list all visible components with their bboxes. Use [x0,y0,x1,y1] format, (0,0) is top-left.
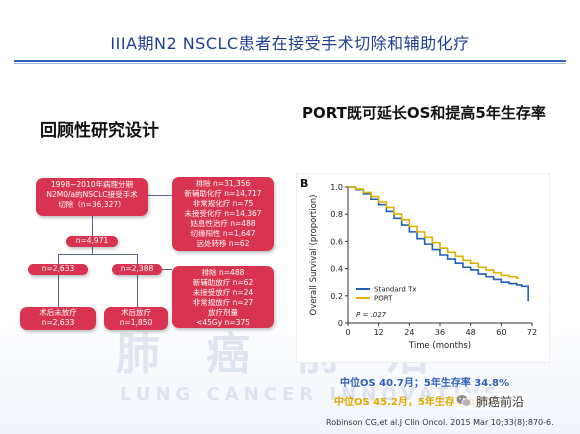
connector-right-excl [162,269,172,270]
flow-box-left-n: n=2,633 [28,264,88,275]
flow-box-cohort-line: 切除（n=36,327） [58,200,126,209]
flow-excl2-line: <45Gy n=375 [196,318,250,327]
flow-box-exclusion-1: 排除 n=31,356 新辅助化疗 n=14,717 非常规化疗 n=75 未接… [172,177,274,251]
flow-box-middle: n=4,971 [66,236,118,247]
survival-chart: B 0 0.2 0.4 0.6 0.8 1.0 0 12 24 36 48 60 72 Time (mont… [296,173,550,363]
brand-name: 肺癌前沿 [476,394,525,409]
x-tick-label: 12 [374,328,384,337]
flow-port-line: 术后放疗 [121,308,151,317]
y-tick-label: 0.8 [330,210,343,219]
citation: Robinson CG,et al.J Clin Oncol. 2015 Mar… [326,418,554,427]
connector-right-down [137,254,138,264]
flow-excl1-line: 排除 n=31,356 [195,179,251,188]
connector-left-bottom [58,275,59,307]
flow-box-cohort-line: 1998~2010年病理分期 [51,180,133,189]
flow-box-no-port: 术后未放疗 n=2,633 [20,307,96,330]
survival-chart-svg: B 0 0.2 0.4 0.6 0.8 1.0 0 12 24 36 48 60 72 Time (mont… [296,173,550,363]
x-tick-label: 60 [496,328,506,337]
connector-right-bottom [137,275,138,307]
title-rule [14,60,566,62]
series-standard-line [348,186,529,302]
title-rule-thin [14,63,566,64]
x-tick-label: 36 [435,328,445,337]
flow-excl1-line: 未接受化疗 n=14,367 [184,209,262,218]
connector-mid-down [92,246,93,255]
left-heading: 回顾性研究设计 [40,121,159,141]
flow-excl1-line: 姑息性治疗 n=488 [190,219,256,228]
flow-box-port: 术后放疗 n=1,850 [104,307,168,330]
flow-box-cohort: 1998~2010年病理分期 N2M0/a的NSCLC接受手术 切除（n=36,… [36,178,148,216]
flow-excl1-line: 非常规化疗 n=75 [192,199,254,208]
flow-excl2-line: 未接受放疗 n=24 [192,288,254,297]
x-tick-label: 48 [466,328,476,337]
flow-middle-label: n=4,971 [75,236,109,245]
wechat-icon [456,395,472,407]
brand-badge: 肺癌前沿 [454,393,527,409]
y-tick-label: 1.0 [330,183,343,192]
y-tick-label: 0.2 [330,292,343,301]
p-value: P = .027 [356,311,387,319]
chart-frame [296,173,550,363]
connector-top-down [92,214,93,236]
flow-no-port-line: 术后未放疗 [39,308,77,317]
connector-top-right [148,195,172,196]
os-standard-line: 中位OS 40.7月；5年生存率 34.8% [340,378,509,389]
watermark-english: LUNG CANCER INNOVATIVE [120,384,502,405]
flow-box-exclusion-2: 排除 n=488 新辅助放疗 n=62 未接受放疗 n=24 非常规放疗 n=2… [172,266,274,328]
x-tick-label: 0 [345,328,350,337]
flow-excl1-line: 切缘阳性 n=1,647 [190,229,256,238]
flow-excl2-line: 放疗剂量 [208,308,238,317]
flow-no-port-line: n=2,633 [41,318,75,327]
y-tick-label: 0 [338,319,343,328]
legend-label: Standard Tx [374,286,417,294]
flow-excl1-line: 远处转移 n=62 [196,239,250,248]
panel-label: B [300,177,308,190]
connector-left-down [58,254,59,264]
x-axis-label: Time (months) [408,341,471,351]
connector-mid-split [58,254,137,255]
flow-right-n-label: n=2,388 [120,264,154,273]
y-tick-label: 0.6 [330,237,343,246]
flow-excl1-line: 新辅助化疗 n=14,717 [184,189,262,198]
y-axis-label: Overall Survival (proportion) [309,195,319,316]
os-port-line: 中位OS 45.2月，5年生存率 39.3% [334,397,503,408]
flow-excl2-line: 新辅助放疗 n=62 [192,278,254,287]
flow-box-right-n: n=2,388 [112,264,162,275]
series-port-line [348,186,520,279]
flow-port-line: n=1,850 [119,318,153,327]
flow-excl2-line: 排除 n=488 [201,268,245,277]
legend-label: PORT [374,295,393,303]
x-tick-label: 24 [404,328,414,337]
flow-left-n-label: n=2,633 [41,264,75,273]
y-tick-label: 0.4 [330,265,343,274]
flow-box-cohort-line: N2M0/a的NSCLC接受手术 [46,190,138,199]
right-heading: PORT既可延长OS和提高5年生存率 [302,104,546,122]
slide-title: IIIA期N2 NSCLC患者在接受手术切除和辅助化疗 [110,34,470,53]
flow-excl2-line: 非常规放疗 n=27 [192,298,254,307]
x-tick-label: 72 [527,328,537,337]
